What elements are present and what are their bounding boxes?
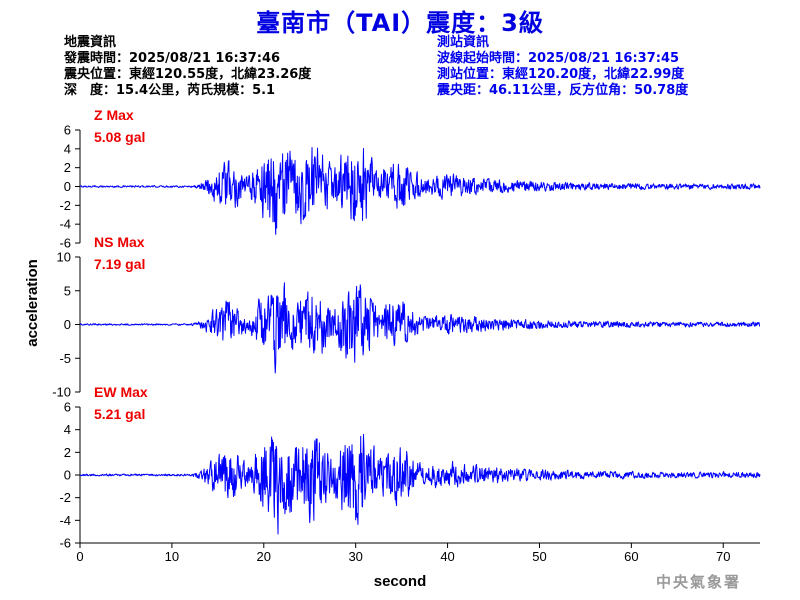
x-tick-label: 50 (532, 549, 546, 564)
wave-onset-time: 波線起始時間：2025/08/21 16:37:45 (437, 51, 680, 66)
y-tick-label: 4 (64, 422, 71, 437)
x-tick-label: 70 (716, 549, 730, 564)
y-tick-label: -10 (52, 385, 71, 400)
x-tick-label: 0 (76, 549, 83, 564)
page-title: 臺南市（TAI）震度：3級 (256, 9, 544, 37)
x-axis-label: second (374, 573, 427, 590)
y-tick-label: -4 (59, 513, 71, 528)
x-tick-label: 30 (348, 549, 362, 564)
station-info-heading: 測站資訊 (437, 35, 490, 50)
panel-component-label: EW Max (94, 384, 148, 400)
depth-magnitude: 深 度：15.4公里，芮氏規模：5.1 (64, 83, 276, 98)
waveform-trace (79, 146, 761, 235)
waveform-trace (79, 433, 761, 535)
epicenter-location: 震央位置：東經120.55度，北緯23.26度 (64, 67, 312, 82)
earthquake-info-heading: 地震資訊 (64, 35, 117, 50)
y-tick-label: 2 (64, 160, 71, 175)
station-location: 測站位置：東經120.20度，北緯22.99度 (437, 67, 685, 82)
earthquake-info-block: 地震資訊 發震時間：2025/08/21 16:37:46 震央位置：東經120… (64, 35, 311, 99)
x-tick-label: 40 (440, 549, 454, 564)
y-tick-label: 6 (64, 123, 71, 138)
y-tick-label: 0 (64, 179, 71, 194)
y-tick-label: 5 (64, 283, 71, 298)
y-tick-label: 0 (64, 317, 71, 332)
x-tick-label: 60 (624, 549, 638, 564)
y-axis-label: acceleration (24, 259, 41, 347)
y-tick-label: -5 (59, 351, 71, 366)
y-tick-label: 0 (64, 468, 71, 483)
x-tick-label: 20 (257, 549, 271, 564)
panel-component-label: NS Max (94, 234, 145, 250)
waveform-trace (79, 282, 761, 374)
agency-watermark: 中央氣象署 (656, 573, 742, 591)
panel-component-label: Z Max (94, 107, 134, 123)
y-tick-label: -2 (59, 490, 71, 505)
origin-time: 發震時間：2025/08/21 16:37:46 (64, 51, 281, 66)
y-tick-label: 4 (64, 141, 71, 156)
y-tick-label: -2 (59, 198, 71, 213)
y-tick-label: 10 (57, 250, 71, 265)
y-tick-label: -4 (59, 217, 71, 232)
station-info-block: 測站資訊 波線起始時間：2025/08/21 16:37:45 測站位置：東經1… (437, 35, 688, 99)
panel-max-value: 5.08 gal (94, 129, 145, 145)
y-tick-label: -6 (59, 536, 71, 551)
epicentral-distance: 震央距：46.11公里，反方位角：50.78度 (437, 83, 689, 98)
x-tick-label: 10 (165, 549, 179, 564)
y-tick-label: 2 (64, 445, 71, 460)
panel-max-value: 5.21 gal (94, 406, 145, 422)
y-tick-label: 6 (64, 400, 71, 415)
panel-max-value: 7.19 gal (94, 256, 145, 272)
y-tick-label: -6 (59, 236, 71, 251)
